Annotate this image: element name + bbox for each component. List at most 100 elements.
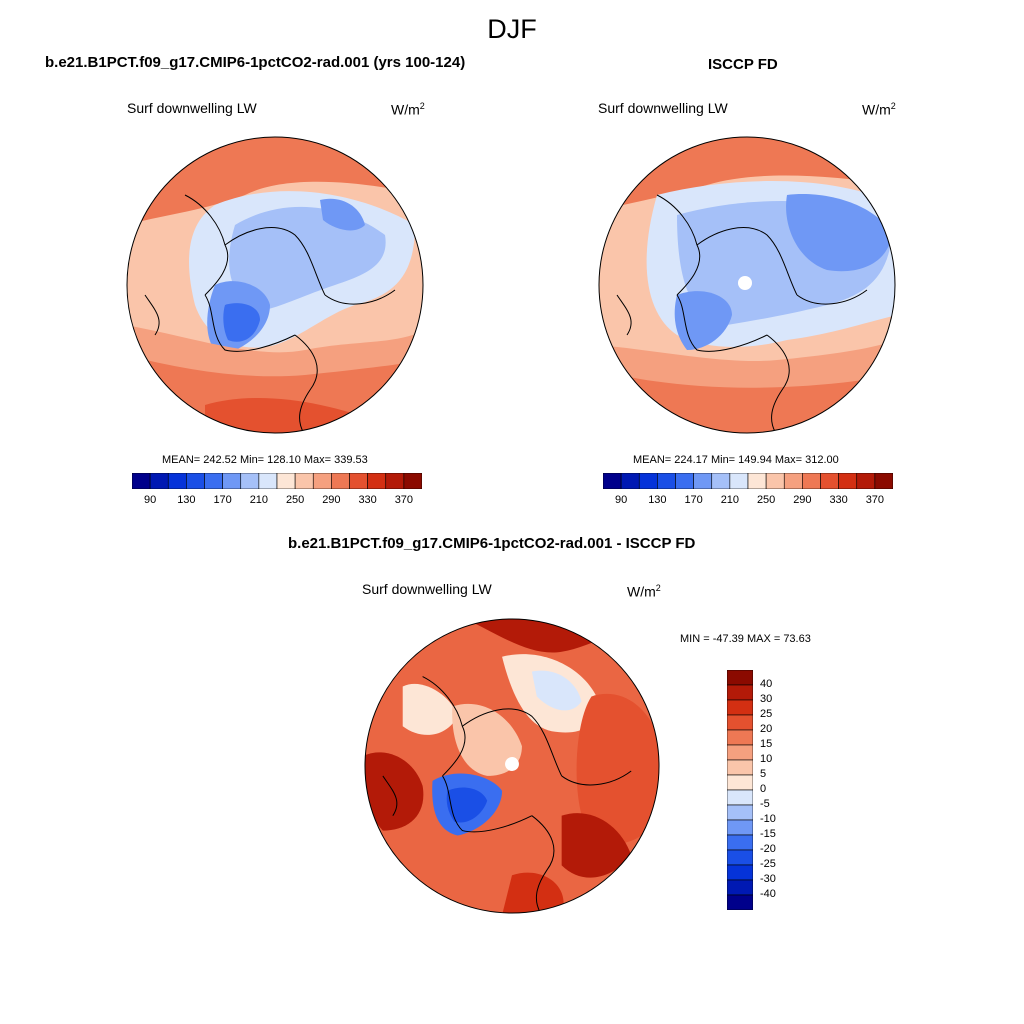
panel-2-colorbar-swatch [711, 473, 731, 489]
panel-3-colorbar-tick-label: 25 [760, 708, 773, 720]
panel-1-colorbar-swatch [204, 473, 223, 489]
panel-2-colorbar-swatch [603, 473, 622, 489]
panel-2-colorbar-tick-label: 210 [720, 494, 740, 506]
panel-1-polar-map [126, 136, 424, 434]
panel-3-colorbar-tick-label: 20 [760, 723, 773, 735]
panel-3-colorbar-swatch [727, 804, 753, 821]
panel-2-colorbar-swatch [675, 473, 694, 489]
panel-3-colorbar-tick-label: -15 [760, 828, 776, 840]
panel-2-units: W/m2 [862, 101, 896, 118]
panel-3-polar-map [364, 618, 660, 914]
panel-1-colorbar-swatch [132, 473, 151, 489]
panel-3-colorbar-swatch [727, 684, 753, 701]
panel-3-colorbar-swatch [727, 759, 753, 776]
panel-1-colorbar-tick-label: 290 [322, 494, 341, 506]
panel-3-colorbar-ticks: 40 30 25 20 15 10 5 0 -5 -10 -15 -20 -25 -30 -40 [760, 670, 800, 910]
panel-1-units: W/m2 [391, 101, 425, 118]
panel-3-colorbar-tick-label: 30 [760, 693, 773, 705]
panel-1-colorbar-swatch [167, 473, 187, 489]
panel-3-stats: MIN = -47.39 MAX = 73.63 [680, 633, 811, 645]
panel-3-colorbar-swatch [727, 714, 753, 731]
panel-3-colorbar-swatch [727, 849, 753, 866]
panel-1-colorbar-swatch [349, 473, 368, 489]
panel-3-colorbar-swatch [727, 789, 753, 806]
panel-3-colorbar-tick-label: 40 [760, 678, 773, 690]
panel-1-colorbar-swatch [367, 473, 387, 489]
panel-3-title: b.e21.B1PCT.f09_g17.CMIP6-1pctCO2-rad.00… [288, 535, 696, 552]
panel-3-colorbar-tick-label: -25 [760, 858, 776, 870]
panel-2-title: ISCCP FD [708, 56, 778, 73]
panel-3-colorbar-tick-label: -5 [760, 798, 770, 810]
panel-3-colorbar-tick-label: -30 [760, 873, 776, 885]
panel-1-colorbar-swatch [186, 473, 205, 489]
panel-1-colorbar-swatch [403, 473, 422, 489]
panel-1-colorbar-tick-label: 170 [213, 494, 232, 506]
panel-3-colorbar-swatch [727, 879, 753, 896]
panel-2-polar-map [598, 136, 896, 434]
panel-1-colorbar-swatch [312, 473, 332, 489]
panel-3-colorbar-swatch [727, 774, 753, 791]
panel-2-colorbar-swatch [657, 473, 676, 489]
panel-3-colorbar-tick-label: 0 [760, 783, 767, 795]
panel-1-colorbar-swatch [331, 473, 350, 489]
panel-2-colorbar-ticks: 90 130 170 210 250 290 330 370 [603, 494, 893, 508]
panel-3-colorbar [727, 670, 753, 910]
panel-1-colorbar-swatch [149, 473, 169, 489]
panel-1-variable: Surf downwelling LW [127, 100, 257, 116]
panel-3-colorbar-tick-label: 10 [760, 753, 773, 765]
panel-2-colorbar-tick-label: 370 [865, 494, 885, 506]
panel-3-colorbar-tick-label: 5 [760, 768, 767, 780]
panel-3-colorbar-tick-label: -10 [760, 813, 776, 825]
panel-2-colorbar-swatch [856, 473, 876, 489]
figure-title: DJF [487, 14, 537, 44]
panel-2-colorbar-swatch [747, 473, 767, 489]
panel-1-colorbar-swatch [276, 473, 296, 489]
panel-1-colorbar-swatch [294, 473, 314, 489]
panel-2-colorbar [603, 473, 893, 489]
panel-3-colorbar-swatch [727, 729, 753, 746]
panel-3-colorbar-tick-label: -40 [760, 888, 776, 900]
panel-1-colorbar-tick-label: 330 [358, 494, 377, 506]
panel-3-colorbar-swatch [727, 894, 753, 910]
panel-2-colorbar-swatch [765, 473, 785, 489]
panel-1-colorbar-tick-label: 370 [394, 494, 414, 506]
panel-3-colorbar-swatch [727, 864, 753, 881]
panel-2-colorbar-swatch [820, 473, 839, 489]
panel-3-colorbar-swatch [727, 819, 753, 836]
panel-3-colorbar-swatch [727, 744, 753, 761]
panel-1-title: b.e21.B1PCT.f09_g17.CMIP6-1pctCO2-rad.00… [45, 54, 466, 71]
panel-2-colorbar-swatch [838, 473, 858, 489]
panel-3-colorbar-swatch [727, 834, 753, 851]
panel-3-colorbar-tick-label: -20 [760, 843, 776, 855]
panel-2-colorbar-swatch [693, 473, 713, 489]
panel-3-variable: Surf downwelling LW [362, 581, 492, 597]
panel-1-colorbar-swatch [258, 473, 278, 489]
panel-1-colorbar-tick-label: 210 [249, 494, 269, 506]
panel-2-colorbar-tick-label: 250 [756, 494, 776, 506]
panel-2-colorbar-swatch [874, 473, 893, 489]
panel-2-stats: MEAN= 224.17 Min= 149.94 Max= 312.00 [633, 454, 839, 466]
panel-1-stats: MEAN= 242.52 Min= 128.10 Max= 339.53 [162, 454, 368, 466]
panel-3-colorbar-swatch [727, 670, 753, 686]
panel-1-colorbar-swatch [222, 473, 242, 489]
panel-2-colorbar-swatch [620, 473, 640, 489]
panel-2-colorbar-tick-label: 170 [684, 494, 703, 506]
panel-1-colorbar-ticks: 90 130 170 210 250 290 330 370 [132, 494, 422, 508]
panel-3-colorbar-swatch [727, 699, 753, 716]
panel-2-colorbar-tick-label: 130 [648, 494, 667, 506]
panel-1-colorbar [132, 473, 422, 489]
panel-1-colorbar-tick-label: 250 [285, 494, 305, 506]
panel-2-colorbar-swatch [783, 473, 803, 489]
panel-2-colorbar-tick-label: 290 [793, 494, 812, 506]
panel-3-colorbar-tick-label: 15 [760, 738, 773, 750]
panel-1-colorbar-tick-label: 90 [144, 494, 157, 506]
panel-2-colorbar-swatch [638, 473, 658, 489]
panel-1-colorbar-swatch [385, 473, 405, 489]
panel-2-variable: Surf downwelling LW [598, 100, 728, 116]
panel-2-colorbar-tick-label: 330 [829, 494, 848, 506]
panel-1-colorbar-tick-label: 130 [177, 494, 196, 506]
panel-2-colorbar-swatch [729, 473, 749, 489]
panel-1-colorbar-swatch [240, 473, 260, 489]
panel-2-colorbar-swatch [802, 473, 821, 489]
panel-3-units: W/m2 [627, 583, 661, 600]
